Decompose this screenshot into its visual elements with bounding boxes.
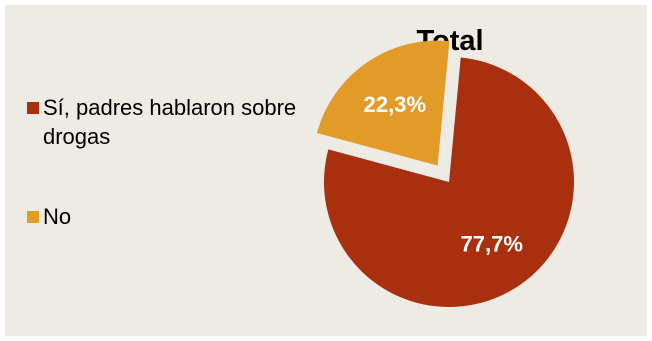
pie-labels: 77,7% 22,3% (364, 92, 523, 257)
pie-chart: Total 77,7%22,3% (316, 25, 574, 308)
legend-swatch-si (27, 102, 39, 114)
legend-item-no: No (27, 202, 297, 231)
pie-slices (316, 40, 574, 308)
legend-label-no: No (43, 204, 72, 229)
pie-slice-label-1: 22,3% (364, 92, 426, 117)
legend: Sí, padres hablaron sobre drogas No (27, 93, 297, 231)
pie-slice-0 (324, 57, 574, 308)
legend-item-si: Sí, padres hablaron sobre drogas (27, 93, 297, 151)
chart-area: Sí, padres hablaron sobre drogas No Tota… (5, 5, 647, 336)
pie-slice-label-0: 77,7% (461, 232, 523, 257)
legend-label-si: Sí, padres hablaron sobre drogas (43, 95, 297, 149)
legend-swatch-no (27, 211, 39, 223)
pie-slice-1 (316, 40, 450, 166)
